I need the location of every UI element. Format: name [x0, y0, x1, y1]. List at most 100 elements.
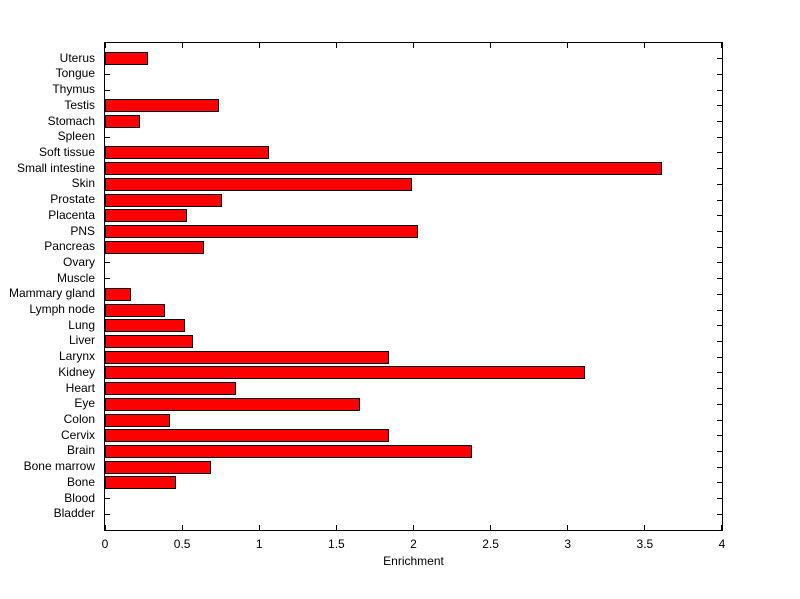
x-tick-label-3.5: 3.5	[636, 537, 654, 551]
y-tick-label-pancreas: Pancreas	[44, 239, 95, 254]
y-tick-left-bladder	[105, 513, 110, 515]
y-tick-label-testis: Testis	[64, 97, 95, 112]
bar-placenta	[105, 209, 187, 223]
x-tick-label-2: 2	[410, 537, 417, 551]
x-tick-bottom-1	[258, 525, 260, 530]
y-tick-label-lymph-node: Lymph node	[29, 302, 95, 317]
y-tick-label-brain: Brain	[66, 443, 95, 458]
y-tick-right-spleen	[717, 136, 722, 138]
y-tick-right-brain	[717, 450, 722, 452]
y-tick-left-ovary	[105, 262, 110, 264]
y-tick-right-uterus	[717, 58, 722, 60]
y-tick-label-bone: Bone	[66, 474, 95, 489]
y-tick-label-small-intestine: Small intestine	[16, 160, 95, 175]
y-tick-right-kidney	[717, 372, 722, 374]
y-tick-left-thymus	[105, 89, 110, 91]
y-tick-right-cervix	[717, 435, 722, 437]
y-tick-right-pns	[717, 231, 722, 233]
y-tick-right-lymph-node	[717, 309, 722, 311]
x-tick-label-3: 3	[564, 537, 572, 551]
x-tick-bottom-4	[721, 525, 722, 530]
y-tick-label-mammary-gland: Mammary gland	[8, 286, 95, 301]
x-tick-label-4: 4	[718, 537, 726, 551]
y-tick-right-heart	[717, 388, 722, 390]
y-tick-right-bone	[717, 482, 722, 484]
y-tick-label-skin: Skin	[71, 176, 95, 191]
y-tick-right-blood	[717, 498, 722, 500]
bar-pancreas	[105, 240, 204, 254]
x-tick-bottom-3.5	[644, 525, 646, 530]
x-tick-label-1.5: 1.5	[328, 537, 345, 551]
bar-kidney	[105, 366, 585, 380]
y-tick-right-tongue	[717, 73, 722, 75]
x-tick-label-0: 0	[101, 537, 109, 551]
y-tick-label-pns: PNS	[70, 223, 95, 238]
y-tick-right-liver	[717, 340, 722, 342]
bar-lymph-node	[105, 303, 166, 317]
y-tick-label-muscle: Muscle	[56, 270, 95, 285]
y-tick-right-soft-tissue	[717, 152, 722, 154]
bar-stomach	[105, 115, 141, 129]
x-tick-label-1: 1	[255, 537, 263, 551]
x-tick-top-3.5	[644, 43, 646, 48]
bar-heart	[105, 382, 237, 396]
bar-soft-tissue	[105, 146, 269, 160]
y-tick-label-larynx: Larynx	[58, 349, 95, 364]
bar-pns	[105, 225, 419, 239]
y-tick-right-skin	[717, 183, 722, 185]
bar-lung	[105, 319, 186, 333]
y-tick-right-eye	[717, 403, 722, 405]
bar-colon	[105, 413, 170, 427]
x-tick-top-2	[413, 43, 414, 48]
y-tick-label-spleen: Spleen	[57, 129, 95, 144]
y-tick-label-heart: Heart	[65, 380, 95, 395]
y-tick-label-blood: Blood	[64, 490, 95, 505]
x-tick-top-1	[258, 43, 260, 48]
y-tick-label-prostate: Prostate	[50, 192, 95, 207]
bar-skin	[105, 177, 412, 191]
y-tick-label-soft-tissue: Soft tissue	[38, 144, 95, 159]
y-tick-label-eye: Eye	[74, 396, 95, 411]
bar-bone	[105, 476, 176, 490]
bar-eye	[105, 397, 360, 411]
y-tick-label-placenta: Placenta	[48, 207, 95, 222]
x-tick-top-4	[721, 43, 722, 48]
y-tick-label-tongue: Tongue	[55, 66, 95, 81]
x-tick-label-0.5: 0.5	[173, 537, 191, 551]
y-tick-right-prostate	[717, 199, 722, 201]
x-tick-bottom-3	[567, 525, 569, 530]
y-tick-right-thymus	[717, 89, 722, 91]
x-tick-top-3	[567, 43, 569, 48]
y-tick-right-larynx	[717, 356, 722, 358]
bar-brain	[105, 444, 473, 458]
y-tick-right-stomach	[717, 121, 722, 123]
bar-larynx	[105, 350, 389, 364]
y-tick-left-muscle	[105, 278, 110, 280]
x-tick-bottom-0.5	[181, 525, 183, 530]
y-tick-right-lung	[717, 325, 722, 327]
y-tick-label-colon: Colon	[63, 412, 95, 427]
y-tick-right-pancreas	[717, 246, 722, 248]
x-tick-top-1.5	[335, 43, 337, 48]
y-tick-right-mammary-gland	[717, 293, 722, 295]
y-tick-right-placenta	[717, 215, 722, 217]
x-tick-bottom-1.5	[335, 525, 337, 530]
y-axis-labels: Uterus Tongue Thymus Testis Stomach Spleen Sof…	[0, 42, 100, 531]
bar-small-intestine	[105, 162, 662, 176]
bar-liver	[105, 334, 193, 348]
bar-bone-marrow	[105, 460, 212, 474]
bar-testis	[105, 99, 220, 113]
bar-cervix	[105, 429, 389, 443]
x-axis-tick-labels: 0 0.5 1 1.5 2 2.5 3 3.5 4	[102, 537, 726, 551]
y-tick-label-bone-marrow: Bone marrow	[23, 459, 95, 474]
y-tick-right-colon	[717, 419, 722, 421]
y-tick-label-cervix: Cervix	[60, 427, 95, 442]
y-tick-label-bladder: Bladder	[53, 506, 95, 521]
y-tick-right-testis	[717, 105, 722, 107]
x-tick-top-0.5	[181, 43, 183, 48]
y-tick-label-thymus: Thymus	[52, 82, 95, 97]
bar-mammary-gland	[105, 287, 132, 301]
y-tick-left-blood	[105, 498, 110, 500]
y-tick-left-tongue	[105, 73, 110, 75]
